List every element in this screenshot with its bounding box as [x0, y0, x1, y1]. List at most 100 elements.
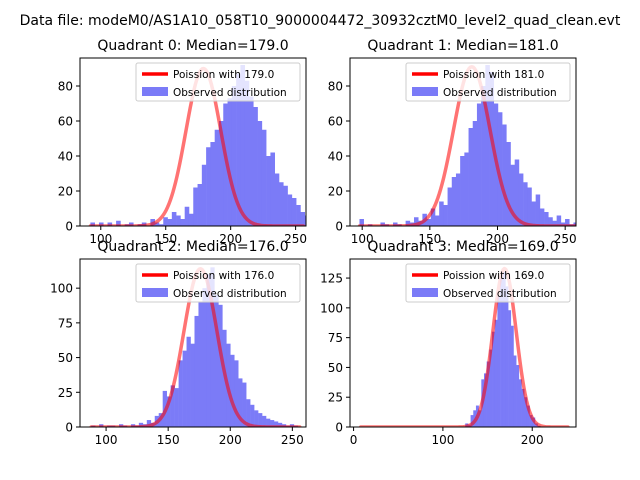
histogram-bar — [138, 422, 144, 427]
histogram-bar — [531, 201, 536, 226]
histogram-bar — [283, 185, 288, 226]
x-tick-label: 100 — [95, 433, 118, 447]
histogram-bar — [497, 295, 501, 427]
chart-panel-0: 100 150 200 250 0 20 40 60 80 Quadrant 0: Median=… — [58, 38, 307, 246]
histogram-bar — [552, 220, 557, 226]
histogram-bar — [231, 86, 237, 226]
histogram-bar — [258, 413, 263, 427]
legend-observed-label: Observed distribution — [173, 87, 287, 99]
x-tick-label: 150 — [418, 232, 441, 246]
histogram-bar — [468, 128, 474, 226]
histogram-bar — [502, 124, 507, 226]
histogram-bar — [227, 98, 233, 226]
histogram-bar — [214, 129, 220, 226]
histogram-bar — [146, 420, 152, 427]
histogram-bar — [502, 272, 506, 427]
histogram-bar — [523, 182, 528, 226]
x-tick-label: 150 — [157, 433, 180, 447]
histogram-bar — [439, 201, 444, 226]
histogram-bar — [556, 215, 562, 226]
histogram-bar — [447, 187, 453, 226]
histogram-bar — [443, 205, 448, 226]
histogram-bar — [167, 219, 173, 226]
y-tick-label: 50 — [58, 351, 73, 365]
histogram-bar — [277, 422, 283, 427]
y-tick-label: 25 — [328, 391, 343, 405]
x-tick-label: 150 — [154, 232, 177, 246]
histogram-bar — [254, 410, 259, 427]
histogram-bar — [524, 397, 528, 427]
histogram-bar — [508, 310, 512, 427]
histogram-bar — [548, 217, 553, 226]
y-tick-label: 40 — [58, 150, 73, 164]
histogram-bar — [565, 219, 570, 226]
histogram-bar — [527, 187, 532, 226]
histogram-bar — [539, 208, 545, 226]
legend-observed-swatch — [412, 288, 438, 297]
y-tick-label: 0 — [335, 220, 343, 234]
histogram-bar — [486, 361, 490, 427]
histogram-bar — [485, 65, 490, 226]
histogram-bar — [529, 415, 533, 427]
chart-title: Quadrant 1: Median=181.0 — [367, 38, 558, 54]
histogram-bar — [190, 343, 195, 427]
histogram-bar — [163, 217, 168, 226]
histogram-bar — [500, 278, 504, 427]
y-tick-label: 80 — [58, 80, 73, 94]
x-tick-label: 250 — [284, 232, 307, 246]
histogram-bar — [261, 129, 267, 226]
histogram-bar — [535, 194, 541, 226]
legend-observed-swatch — [142, 288, 168, 297]
histogram-bar — [193, 187, 198, 226]
y-tick-label: 60 — [328, 115, 343, 129]
histogram-bar — [214, 295, 219, 427]
histogram-bar — [510, 164, 515, 226]
histogram-bar — [240, 65, 245, 226]
chart-panel-1: 100 150 200 250 0 20 40 60 80 Quadrant 1: Median=… — [328, 38, 577, 246]
histogram-bar — [470, 415, 474, 427]
histogram-bar — [434, 215, 440, 226]
histogram-bar — [526, 405, 530, 427]
legend: Poission with 176.0 Observed distribution — [135, 263, 301, 303]
histogram-bar — [521, 388, 525, 427]
y-tick-label: 75 — [328, 331, 343, 345]
histogram-bar — [218, 121, 224, 226]
histogram-bar — [170, 385, 175, 427]
chart-panel-3: 0 100 200 0 25 50 75 100 125 Quadrant 3: Median=1… — [320, 239, 577, 447]
histogram-bar — [359, 219, 364, 226]
x-tick-label: 0 — [350, 433, 358, 447]
histogram-bar — [244, 80, 250, 226]
histogram-bar — [300, 212, 305, 226]
histogram-bar — [184, 206, 190, 226]
legend: Poission with 181.0 Observed distribution — [405, 62, 571, 102]
legend-poisson-label: Poission with 176.0 — [173, 270, 274, 282]
y-tick-label: 125 — [320, 272, 343, 286]
histogram-bar — [266, 418, 271, 427]
histogram-bar — [171, 212, 177, 226]
legend: Poission with 179.0 Observed distribution — [135, 62, 301, 102]
histogram-bar — [274, 173, 280, 226]
histogram-bar — [242, 382, 247, 427]
y-tick-label: 80 — [328, 80, 343, 94]
legend-observed-label: Observed distribution — [173, 288, 287, 300]
x-tick-label: 250 — [281, 433, 304, 447]
histogram-bar — [218, 304, 223, 427]
histogram-bar — [116, 220, 121, 226]
histogram-bar — [257, 121, 263, 226]
histogram-bar — [174, 388, 179, 427]
histogram-bar — [460, 156, 465, 226]
y-tick-label: 100 — [320, 301, 343, 315]
histogram-bar — [296, 205, 301, 226]
histogram-bar — [266, 156, 271, 226]
legend-poisson-label: Poission with 181.0 — [443, 69, 544, 81]
histogram-bar — [166, 396, 171, 427]
histogram-bar — [494, 319, 498, 427]
chart-title: Quadrant 0: Median=179.0 — [97, 38, 288, 54]
histogram-bar — [210, 142, 215, 226]
legend-box — [405, 263, 571, 303]
histogram-bar — [497, 112, 503, 226]
x-tick-label: 100 — [351, 232, 374, 246]
x-tick-label: 100 — [431, 433, 454, 447]
histogram-bar — [270, 152, 275, 226]
